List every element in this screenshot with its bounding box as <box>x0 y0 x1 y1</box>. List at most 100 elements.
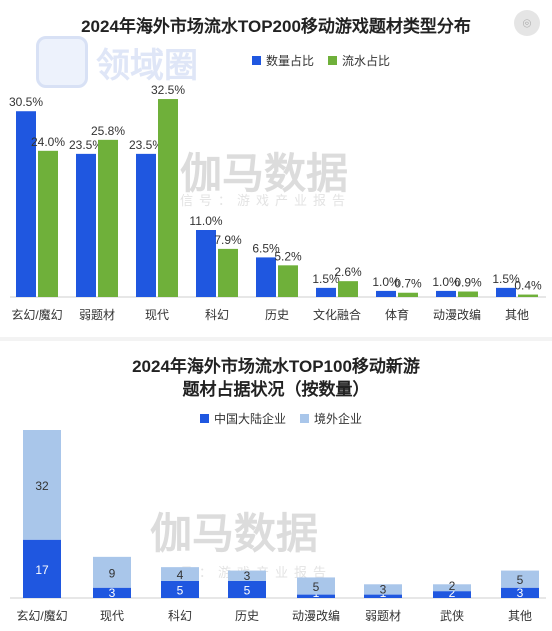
chart2-data-label: 9 <box>109 566 116 580</box>
chart1-bar-revenue <box>158 99 178 297</box>
legend-swatch-revenue <box>328 56 338 65</box>
chart2-bar-overseas <box>433 584 471 592</box>
logo-icon <box>36 36 88 88</box>
chart1-category-label: 动漫改编 <box>433 307 481 322</box>
chart1-bar-count <box>376 290 396 297</box>
chart1-data-label: 11.0% <box>189 214 222 228</box>
legend-item-mainland: 中国大陆企业 <box>200 410 286 427</box>
chart2-bar-mainland <box>161 580 199 598</box>
chart1-data-label: 6.5% <box>252 241 280 255</box>
chart1-category-label: 科幻 <box>205 308 229 322</box>
site-logo: 领域圈 <box>36 36 198 88</box>
chart2-category-label: 弱题材 <box>365 609 401 623</box>
chart1-data-label: 7.9% <box>214 233 242 247</box>
chart1-data-label: 0.7% <box>394 277 422 291</box>
chart2-category-label: 其他 <box>508 609 532 623</box>
chart1-bar-revenue <box>518 294 538 297</box>
chart2-bar-overseas <box>364 584 402 595</box>
chart2-panel <box>0 341 552 631</box>
chart2-category-label: 动漫改编 <box>292 608 340 623</box>
chart1-data-label: 23.5% <box>69 138 103 152</box>
chart2-data-label: 17 <box>35 563 49 577</box>
chart1-legend: 数量占比 流水占比 <box>252 52 404 69</box>
chart1-bar-revenue <box>38 150 58 297</box>
chart2-bar-overseas <box>23 430 61 540</box>
chart2-bar-mainland <box>228 580 266 598</box>
legend-item-revenue: 流水占比 <box>328 52 390 69</box>
chart1-bar-revenue <box>338 281 358 297</box>
chart1-category-label: 体育 <box>385 307 409 322</box>
chart2-data-label: 3 <box>244 569 251 583</box>
chart2-data-label: 5 <box>517 573 524 587</box>
logo-text: 领域圈 <box>96 46 198 85</box>
chart1-bar-count <box>196 230 216 297</box>
chart1-category-label: 玄幻/魔幻 <box>11 307 62 322</box>
chart2-category-label: 玄幻/魔幻 <box>16 608 67 623</box>
chart2-data-label: 3 <box>109 586 116 600</box>
chart1-data-label: 23.5% <box>129 138 163 152</box>
chart1-bar-revenue <box>98 139 118 297</box>
chart2-bar-mainland <box>364 594 402 598</box>
chart1-data-label: 2.6% <box>334 265 362 279</box>
legend-label-overseas: 境外企业 <box>314 412 363 426</box>
chart2-legend: 中国大陆企业 境外企业 <box>200 410 376 427</box>
chart1-data-label: 30.5% <box>9 95 43 109</box>
chart1-watermark-sub: 信号：游戏产业报告 <box>180 193 352 208</box>
chart1-bar-count <box>136 153 156 297</box>
chart1-data-label: 5.2% <box>274 249 302 263</box>
chart2-data-label: 4 <box>177 568 184 582</box>
chart1-bar-count <box>256 257 276 297</box>
chart2-bar-mainland <box>23 539 61 598</box>
chart2-bar-mainland <box>297 594 335 598</box>
chart2-bar-overseas <box>161 567 199 581</box>
chart2-category-label: 现代 <box>100 609 124 623</box>
chart1-data-label: 0.4% <box>514 279 542 293</box>
chart1-data-label: 25.8% <box>91 124 125 138</box>
chart2-data-label: 5 <box>313 580 320 594</box>
chart1-data-label: 1.0% <box>432 275 460 289</box>
chart1-bar-count <box>16 111 36 298</box>
chart1-category-label: 文化融合 <box>313 307 361 322</box>
chart1-data-label: 1.5% <box>312 272 340 286</box>
chart1-category-label: 弱题材 <box>79 308 115 322</box>
chart2-title-line2: 题材占据状况（按数量） <box>182 380 370 399</box>
chart2-data-label: 3 <box>380 583 387 597</box>
chart1-category-label: 其他 <box>505 308 529 322</box>
chart1-bar-count <box>496 287 516 297</box>
chart1-bar-revenue <box>458 291 478 297</box>
chart1-category-label: 历史 <box>265 308 289 322</box>
chart2-bar-overseas <box>93 556 131 588</box>
chart1-data-label: 1.0% <box>372 275 400 289</box>
chart2-bar-overseas <box>228 570 266 581</box>
legend-swatch-mainland <box>200 414 209 423</box>
chart1-data-label: 0.9% <box>454 276 482 290</box>
chart1-category-label: 现代 <box>145 308 169 322</box>
chart1-bar-revenue <box>398 292 418 297</box>
chart2-bar-overseas <box>297 577 335 595</box>
chart2-watermark: 伽马数据 <box>150 510 319 557</box>
legend-label-mainland: 中国大陆企业 <box>214 412 287 426</box>
chart2-bar-mainland <box>93 587 131 598</box>
legend-swatch-count <box>252 56 261 65</box>
chart2-title-line1: 2024年海外市场流水TOP100移动新游 <box>132 357 420 376</box>
chart2-data-label: 3 <box>517 586 524 600</box>
chart1-bar-count <box>76 153 96 297</box>
legend-label-count: 数量占比 <box>266 54 315 68</box>
chart1-bar-revenue <box>218 248 238 297</box>
legend-item-overseas: 境外企业 <box>300 410 362 427</box>
chart2-category-label: 科幻 <box>168 609 192 623</box>
chart1-bar-revenue <box>278 265 298 297</box>
chart2-bar-overseas <box>501 570 539 588</box>
camera-icon[interactable]: ⌾ <box>514 10 540 36</box>
chart2-data-label: 2 <box>449 586 456 600</box>
chart1-watermark: 伽马数据 <box>180 150 349 197</box>
chart2-data-label: 5 <box>244 583 251 597</box>
chart2-category-label: 武侠 <box>440 609 464 623</box>
chart2-data-label: 5 <box>177 583 184 597</box>
legend-swatch-overseas <box>300 414 310 423</box>
chart1-data-label: 32.5% <box>151 83 185 97</box>
chart2-data-label: 32 <box>35 479 49 493</box>
chart1-data-label: 1.5% <box>492 272 520 286</box>
legend-item-count: 数量占比 <box>252 52 314 69</box>
